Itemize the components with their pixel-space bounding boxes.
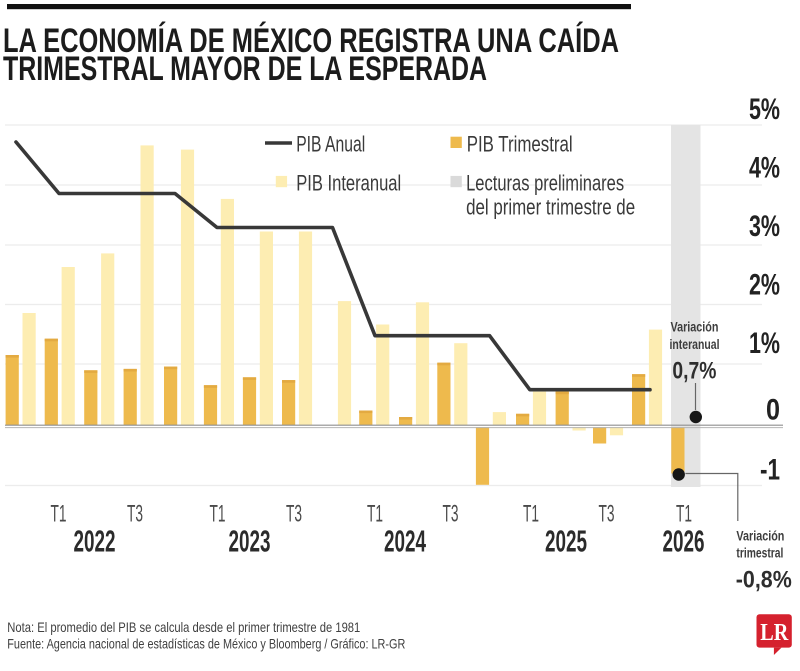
svg-text:Fuente: Agencia nacional de es: Fuente: Agencia nacional de estadísticas… (7, 636, 405, 652)
svg-text:T3: T3 (443, 501, 459, 528)
svg-text:-1: -1 (760, 454, 780, 487)
svg-text:2023: 2023 (229, 524, 271, 559)
svg-text:interanual: interanual (670, 336, 720, 352)
svg-text:T1: T1 (210, 501, 226, 528)
svg-text:LR: LR (760, 620, 789, 646)
svg-text:1%: 1% (749, 327, 780, 360)
svg-text:T1: T1 (367, 501, 383, 528)
svg-text:0,7%: 0,7% (672, 357, 716, 384)
svg-text:2022: 2022 (74, 524, 116, 559)
svg-text:2024: 2024 (384, 524, 426, 559)
svg-text:3%: 3% (749, 210, 780, 243)
svg-text:Nota: El promedio del PIB se c: Nota: El promedio del PIB se calcula des… (7, 619, 360, 635)
svg-text:Variación: Variación (671, 319, 719, 335)
svg-text:4%: 4% (749, 152, 780, 185)
svg-text:2025: 2025 (545, 524, 587, 559)
svg-text:2026: 2026 (663, 524, 705, 559)
svg-text:0: 0 (766, 393, 780, 426)
svg-text:PIB Trimestral: PIB Trimestral (467, 131, 573, 156)
svg-text:5%: 5% (749, 93, 780, 126)
svg-text:T3: T3 (286, 501, 302, 528)
svg-text:T1: T1 (51, 501, 67, 528)
svg-text:T3: T3 (127, 501, 143, 528)
svg-text:Variación: Variación (736, 528, 784, 544)
svg-text:TRIMESTRAL MAYOR DE LA ESPERAD: TRIMESTRAL MAYOR DE LA ESPERADA (3, 50, 487, 88)
svg-text:PIB Anual: PIB Anual (296, 131, 365, 156)
svg-text:T1: T1 (676, 501, 692, 528)
svg-text:-0,8%: -0,8% (736, 567, 792, 594)
svg-text:PIB Interanual: PIB Interanual (296, 170, 401, 195)
svg-text:trimestral: trimestral (736, 545, 783, 561)
svg-text:T1: T1 (523, 501, 539, 528)
svg-text:del primer trimestre de: del primer trimestre de (466, 194, 635, 219)
svg-text:Lecturas preliminares: Lecturas preliminares (466, 170, 624, 195)
svg-text:T3: T3 (599, 501, 615, 528)
svg-text:2%: 2% (749, 269, 780, 302)
svg-text:LA ECONOMÍA DE MÉXICO REGISTRA: LA ECONOMÍA DE MÉXICO REGISTRA UNA CAÍDA (3, 22, 619, 60)
